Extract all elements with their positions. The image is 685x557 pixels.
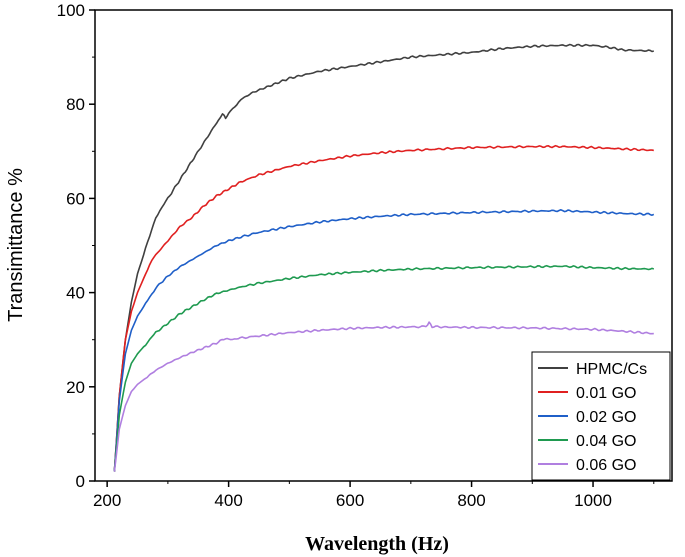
x-tick-label: 600 (336, 491, 364, 510)
x-tick-label: 1000 (574, 491, 612, 510)
series-line (113, 321, 654, 472)
series-line (113, 144, 654, 472)
x-tick-label: 400 (214, 491, 242, 510)
series-line (113, 43, 655, 472)
y-tick-label: 40 (66, 284, 85, 303)
y-tick-label: 60 (66, 189, 85, 208)
y-tick-label: 0 (76, 472, 85, 491)
y-tick-label: 20 (66, 378, 85, 397)
series-line (113, 264, 655, 472)
x-tick-label: 200 (93, 491, 121, 510)
y-axis-title: Transimittance % (5, 168, 27, 322)
legend-label: 0.06 GO (576, 457, 636, 474)
series-line (113, 209, 655, 472)
plot-area: 0 20 40 60 80 100 200 400 600 800 1000 HPMC/Cs 0.01 … (57, 1, 673, 510)
x-tick-label: 800 (457, 491, 485, 510)
y-tick-label: 80 (66, 95, 85, 114)
legend-label: 0.02 GO (576, 409, 636, 426)
legend-box (531, 351, 671, 481)
legend-label: 0.01 GO (576, 385, 636, 402)
legend-label: 0.04 GO (576, 433, 636, 450)
x-axis-title: Wavelength (Hz) (305, 533, 449, 555)
y-tick-label: 100 (57, 1, 85, 20)
legend-label: HPMC/Cs (576, 361, 647, 378)
